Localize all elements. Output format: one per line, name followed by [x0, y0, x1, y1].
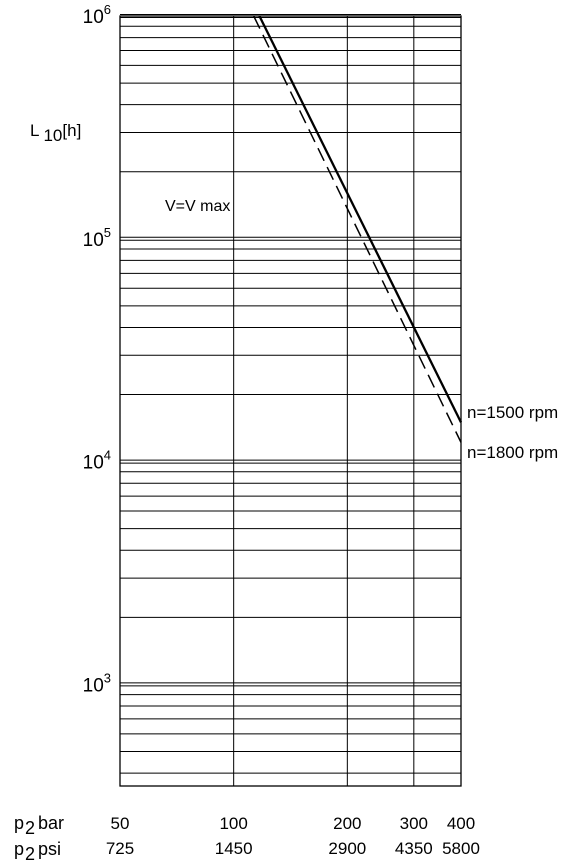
x-tick-bar-50: 50 [111, 814, 130, 833]
series-label-1500-rpm: n=1500 rpm [467, 403, 558, 422]
x-tick-psi-2900: 2900 [328, 839, 366, 858]
x-tick-labels-bar: 50 100 200 300 400 [111, 814, 476, 833]
y-tick-labels: 106 105 104 103 [83, 2, 111, 696]
x-tick-bar-100: 100 [219, 814, 247, 833]
series-line-n-1800-rpm [253, 15, 462, 443]
v-max-annotation: V=V max [165, 198, 230, 215]
y-tick-label-1e5: 105 [83, 225, 111, 251]
x-tick-psi-4350: 4350 [395, 839, 433, 858]
x-tick-bar-400: 400 [447, 814, 475, 833]
x-tick-psi-725: 725 [106, 839, 134, 858]
x-tick-bar-200: 200 [333, 814, 361, 833]
series-layer [253, 15, 463, 443]
x-axis-label-bar: p2 bar [14, 813, 64, 838]
y-axis-label: L 10[h] [30, 121, 81, 145]
x-tick-psi-1450: 1450 [215, 839, 253, 858]
y-tick-label-1e4: 104 [83, 448, 111, 474]
y-tick-label-1e6: 106 [83, 2, 111, 28]
plot-frame [119, 15, 462, 787]
x-tick-bar-300: 300 [400, 814, 428, 833]
series-line-n-1500-rpm [258, 15, 463, 423]
y-tick-label-1e3: 103 [83, 670, 111, 696]
series-label-1800-rpm: n=1800 rpm [467, 443, 558, 462]
x-tick-labels-psi: 725 1450 2900 4350 5800 [106, 839, 480, 858]
x-tick-psi-5800: 5800 [442, 839, 480, 858]
x-axis-label-psi: p2 psi [14, 839, 61, 863]
grid-lines [119, 14, 462, 786]
